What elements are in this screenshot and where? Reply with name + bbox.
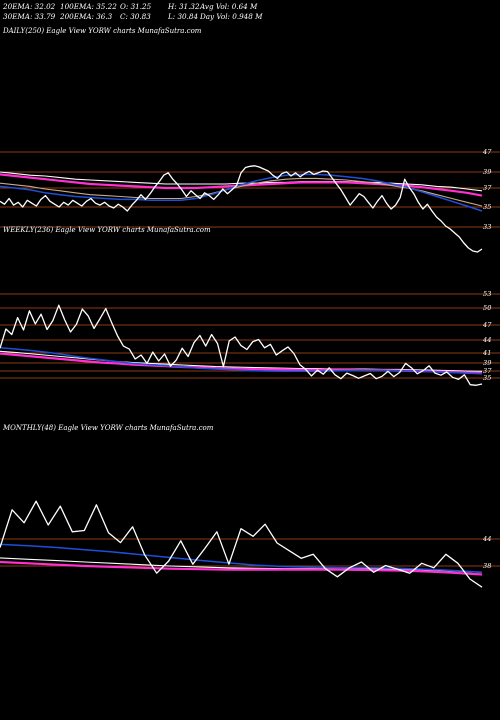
daily-tick-label: 37 bbox=[483, 184, 492, 192]
monthly-series-ema-20 bbox=[0, 543, 483, 574]
weekly-tick-label: 50 bbox=[483, 304, 491, 312]
daily-panel-title: DAILY(250) Eagle View YORW charts Munafa… bbox=[2, 27, 202, 35]
header-row2-low: L: 30.84 bbox=[168, 12, 199, 21]
header-row2-close: C: 30.83 bbox=[120, 12, 151, 21]
weekly-tick-label: 47 bbox=[482, 321, 492, 329]
weekly-tick-label: 37 bbox=[483, 367, 492, 375]
daily-series-price bbox=[0, 165, 483, 253]
daily-tick-label: 47 bbox=[482, 148, 492, 156]
daily-tick-label: 33 bbox=[483, 223, 491, 231]
header-row1-ema100: 100EMA: 35.22 bbox=[60, 2, 117, 11]
monthly-series-price bbox=[0, 500, 483, 588]
weekly-chart-panel: WEEKLY(236) Eagle View YORW charts Munaf… bbox=[0, 226, 500, 386]
weekly-tick-label: 53 bbox=[483, 290, 491, 298]
weekly-panel-title: WEEKLY(236) Eagle View YORW charts Munaf… bbox=[3, 226, 211, 234]
daily-series-ema-200 bbox=[0, 171, 483, 192]
daily-series-ema-20 bbox=[0, 173, 483, 212]
weekly-series-ema-20 bbox=[0, 347, 483, 375]
header-row1-avgvol: Avg Vol: 0.64 M bbox=[200, 2, 258, 11]
daily-chart-panel: DAILY(250) Eagle View YORW charts Munafa… bbox=[0, 27, 500, 253]
header-row1-ema20: 20EMA: 32.02 bbox=[3, 2, 56, 11]
weekly-tick-label: 41 bbox=[482, 349, 491, 357]
daily-series-ema-30 bbox=[0, 177, 483, 207]
header-row1-high: H: 31.32 bbox=[168, 2, 200, 11]
header-row2-ema200: 200EMA: 36.3 bbox=[60, 12, 113, 21]
weekly-tick-label: 35 bbox=[483, 374, 491, 382]
monthly-panel-title: MONTHLY(48) Eagle View YORW charts Munaf… bbox=[2, 424, 214, 432]
weekly-tick-label: 44 bbox=[482, 336, 491, 344]
monthly-tick-label: 44 bbox=[482, 535, 491, 543]
header-row1-open: O: 31.25 bbox=[120, 2, 152, 11]
header-row2-dayvol: Day Vol: 0.948 M bbox=[200, 12, 263, 21]
weekly-tick-label: 39 bbox=[483, 359, 491, 367]
weekly-series-price bbox=[0, 304, 483, 386]
monthly-tick-label: 38 bbox=[483, 562, 491, 570]
monthly-chart-panel: MONTHLY(48) Eagle View YORW charts Munaf… bbox=[0, 424, 500, 588]
header-row2-ema30: 30EMA: 33.79 bbox=[3, 12, 56, 21]
daily-tick-label: 35 bbox=[483, 203, 491, 211]
daily-tick-label: 39 bbox=[483, 168, 491, 176]
daily-series-ema-100 bbox=[0, 173, 483, 197]
monthly-series-ema-200 bbox=[0, 557, 483, 573]
